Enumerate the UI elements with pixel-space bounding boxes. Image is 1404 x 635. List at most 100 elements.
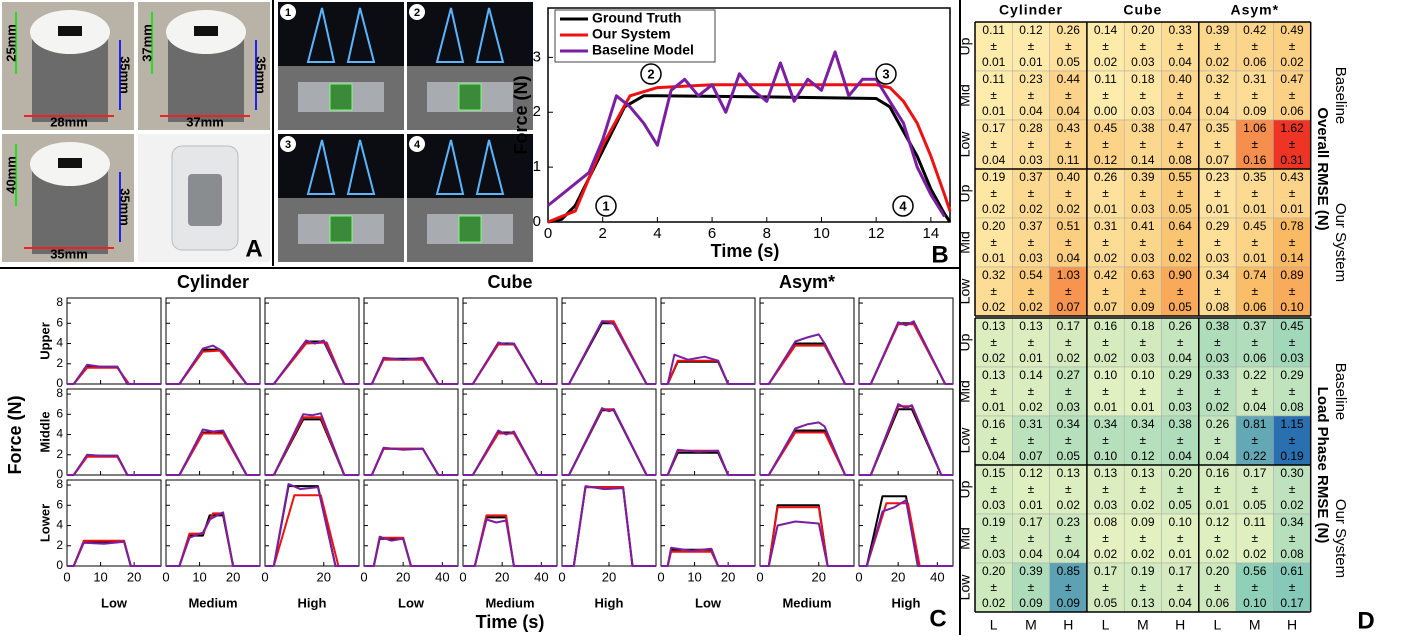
- cell-value: 1.03: [1057, 268, 1081, 282]
- cell-pm: ±: [990, 137, 997, 151]
- cell-value: 0.89: [1280, 268, 1304, 282]
- group-title: Asym*: [779, 272, 835, 292]
- cell-error: 0.06: [1243, 351, 1267, 365]
- cell-pm: ±: [1251, 137, 1258, 151]
- cell-pm: ±: [1028, 482, 1035, 496]
- group-label: Baseline: [1332, 363, 1349, 421]
- dim-label: 37mm: [186, 114, 224, 129]
- x-tick-label: 10: [687, 569, 701, 584]
- legend-label: Ground Truth: [592, 10, 681, 26]
- heat-cell: [1086, 415, 1125, 466]
- series-line: [661, 353, 755, 385]
- series-line: [67, 540, 161, 567]
- cell-error: 0.02: [982, 351, 1006, 365]
- x-tick-label: 20: [891, 569, 905, 584]
- cell-value: 0.10: [1168, 515, 1192, 529]
- y-tick-label: 0: [56, 467, 63, 481]
- cell-pm: ±: [1177, 384, 1184, 398]
- series-line: [364, 535, 458, 567]
- series-line: [67, 453, 161, 476]
- series-line: [463, 341, 557, 385]
- cell-error: 0.08: [1280, 547, 1304, 561]
- dim-label: 28mm: [50, 114, 88, 129]
- cell-pm: ±: [1214, 88, 1221, 102]
- x-tick-label: 0: [63, 569, 70, 584]
- cell-error: 0.02: [1019, 202, 1043, 216]
- row-label: Low: [957, 427, 973, 454]
- cell-value: 0.41: [1131, 219, 1155, 233]
- cell-pm: ±: [1289, 137, 1296, 151]
- cell-pm: ±: [1251, 186, 1258, 200]
- cell-error: 0.09: [1243, 104, 1267, 118]
- cell-value: 0.34: [1280, 515, 1304, 529]
- cell-pm: ±: [1102, 284, 1109, 298]
- subplot-frame: [165, 479, 261, 567]
- cell-pm: ±: [1065, 433, 1072, 447]
- annotation: 2: [647, 66, 654, 81]
- cell-error: 0.13: [1131, 596, 1155, 610]
- subplot-frame: [165, 297, 261, 385]
- frame-badge: [280, 136, 296, 152]
- cell-error: 0.10: [1243, 596, 1267, 610]
- cell-error: 0.04: [1168, 55, 1192, 69]
- heat-cell: [1049, 464, 1088, 515]
- cell-value: 0.10: [1094, 368, 1118, 382]
- y-tick-label: 3: [533, 48, 541, 65]
- cell-value: 0.13: [1131, 466, 1155, 480]
- heatmap-title: Overall RMSE (N): [1314, 107, 1331, 230]
- column-label: Low: [101, 595, 128, 610]
- column-group: Asym*: [1230, 2, 1279, 18]
- cell-pm: ±: [990, 384, 997, 398]
- series-line: [265, 412, 359, 476]
- group-label: Our System: [1332, 499, 1349, 578]
- x-tick-label: 0: [558, 569, 565, 584]
- cell-pm: ±: [1251, 384, 1258, 398]
- cell-error: 0.02: [1206, 547, 1230, 561]
- cell-value: 0.13: [1094, 466, 1118, 480]
- x-tick-label: 20: [317, 569, 331, 584]
- series-line: [760, 421, 854, 476]
- cell-pm: ±: [990, 88, 997, 102]
- cell-error: 0.04: [1057, 104, 1081, 118]
- x-tick-label: 40: [534, 569, 548, 584]
- cell-pm: ±: [990, 433, 997, 447]
- heat-cell: [1235, 513, 1274, 564]
- cell-error: 0.02: [1094, 351, 1118, 365]
- heat-cell: [1235, 21, 1274, 72]
- cell-pm: ±: [1065, 186, 1072, 200]
- heat-cell: [1123, 415, 1162, 466]
- y-tick-label: 1: [533, 158, 541, 175]
- group-title: Cube: [488, 272, 533, 292]
- cell-error: 0.02: [1280, 498, 1304, 512]
- cell-pm: ±: [1065, 384, 1072, 398]
- subplot-frame: [759, 297, 855, 385]
- cell-value: 0.20: [1168, 466, 1192, 480]
- heat-cell: [1049, 21, 1088, 72]
- heat-cell: [974, 317, 1013, 368]
- series-line: [265, 483, 359, 567]
- cell-value: 0.18: [1131, 319, 1155, 333]
- group-title: Cylinder: [177, 272, 249, 292]
- cell-value: 0.29: [1280, 368, 1304, 382]
- finger: [306, 139, 336, 195]
- cell-value: 0.20: [982, 564, 1006, 578]
- subplot-frame: [462, 297, 558, 385]
- cell-value: 0.09: [1131, 515, 1155, 529]
- cell-error: 0.08: [1206, 300, 1230, 314]
- panel-label: C: [929, 605, 946, 632]
- cell-value: 0.31: [1094, 219, 1118, 233]
- cell-value: 0.34: [1057, 417, 1081, 431]
- series-line: [859, 403, 953, 476]
- cell-value: 0.33: [1206, 368, 1230, 382]
- heat-cell: [1198, 217, 1237, 268]
- cell-pm: ±: [1140, 531, 1147, 545]
- cell-value: 0.74: [1243, 268, 1267, 282]
- heat-cell: [1012, 366, 1050, 417]
- x-tick-label: 10: [813, 225, 830, 242]
- heat-cell: [1049, 168, 1088, 219]
- cell-error: 0.04: [1057, 547, 1081, 561]
- cell-error: 0.14: [1280, 251, 1304, 265]
- heat-cell: [974, 119, 1013, 170]
- cell-pm: ±: [1028, 531, 1035, 545]
- column-label: Medium: [188, 595, 237, 610]
